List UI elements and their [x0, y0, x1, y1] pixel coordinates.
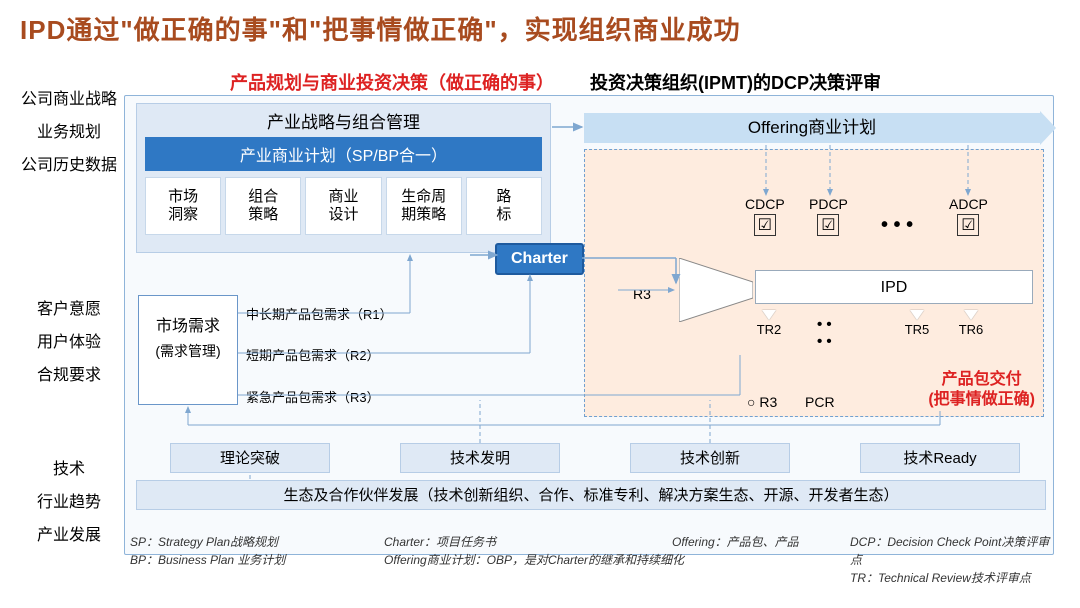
funnel-shape: [679, 258, 753, 322]
req-r2: 短期产品包需求（R2）: [246, 345, 380, 364]
dcp-cdcp: CDCP ☑: [745, 196, 785, 236]
tr-ellipsis: • •• •: [817, 316, 832, 350]
left-input-item: 产业发展: [20, 526, 118, 545]
tech-block: 技术发明: [400, 443, 560, 473]
r3-in-label: R3: [633, 286, 651, 302]
gloss-item: TR：Technical Review技术评审点: [850, 569, 1050, 587]
offering-arrow: Offering商业计划: [584, 113, 1040, 143]
left-input-item: 行业趋势: [20, 493, 118, 512]
left-input-item: 合规要求: [20, 366, 118, 385]
strategy-banner: 产业商业计划（SP/BP合一）: [145, 137, 542, 171]
dcp-adcp: ADCP ☑: [949, 196, 988, 236]
gloss-item: Offering：产品包、产品: [672, 533, 799, 551]
left-input-item: 用户体验: [20, 333, 118, 352]
req-r1: 中长期产品包需求（R1）: [246, 304, 393, 323]
ipd-delivery-box: CDCP ☑ PDCP ☑ • • • ADCP ☑ IPD TR2 • •• …: [584, 149, 1044, 417]
gloss-item: SP：Strategy Plan战略规划: [130, 533, 285, 551]
delivery-caption: 产品包交付 (把事情做正确): [928, 370, 1035, 410]
tr-item: TR2: [749, 310, 789, 337]
tech-block: 理论突破: [170, 443, 330, 473]
gloss-item: BP：Business Plan 业务计划: [130, 551, 285, 569]
header-left-red: 产品规划与商业投资决策（做正确的事）: [230, 69, 554, 95]
strategy-cell: 路 标: [466, 177, 542, 235]
strategy-cell: 商业 设计: [305, 177, 381, 235]
req-r3: 紧急产品包需求（R3）: [246, 387, 380, 406]
ecosystem-bar: 生态及合作伙伴发展（技术创新组织、合作、标准专利、解决方案生态、开源、开发者生态…: [136, 480, 1046, 510]
left-input-item: 公司商业战略: [20, 90, 118, 109]
strategy-title: 产业战略与组合管理: [137, 104, 550, 137]
ipd-bar: IPD: [755, 270, 1033, 304]
tr-item: TR6: [951, 310, 991, 337]
tech-block: 技术创新: [630, 443, 790, 473]
left-input-item: 业务规划: [20, 123, 118, 142]
diagram-canvas: 产品规划与商业投资决策（做正确的事） 投资决策组织(IPMT)的DCP决策评审 …: [20, 55, 1060, 595]
left-inputs: 公司商业战略 业务规划 公司历史数据 客户意愿 用户体验 合规要求 技术 行业趋…: [20, 90, 118, 560]
strategy-box: 产业战略与组合管理 产业商业计划（SP/BP合一） 市场 洞察 组合 策略 商业…: [136, 103, 551, 253]
left-input-item: 客户意愿: [20, 300, 118, 319]
requirement-box: 市场需求 (需求管理): [138, 295, 238, 405]
left-input-item: 公司历史数据: [20, 156, 118, 175]
strategy-cell: 组合 策略: [225, 177, 301, 235]
strategy-cell: 生命周 期策略: [386, 177, 462, 235]
pcr-label: PCR: [805, 394, 835, 410]
left-input-item: 技术: [20, 460, 118, 479]
strategy-cell: 市场 洞察: [145, 177, 221, 235]
dcp-ellipsis: • • •: [881, 214, 913, 237]
tr-item: TR5: [897, 310, 937, 337]
gloss-item: DCP：Decision Check Point决策评审点: [850, 533, 1050, 569]
req-sub: (需求管理): [139, 340, 237, 362]
gloss-item: Offering商业计划：OBP，是对Charter的继承和持续细化: [384, 551, 684, 569]
tech-block: 技术Ready: [860, 443, 1020, 473]
page-title: IPD通过"做正确的事"和"把事情做正确"，实现组织商业成功: [0, 0, 1080, 53]
r3-out-label: ○ R3: [747, 394, 777, 410]
header-right-black: 投资决策组织(IPMT)的DCP决策评审: [590, 69, 881, 95]
gloss-item: Charter：项目任务书: [384, 533, 684, 551]
req-title: 市场需求: [139, 314, 237, 340]
dcp-pdcp: PDCP ☑: [809, 196, 848, 236]
charter-block: Charter: [495, 243, 584, 275]
offering-label: Offering商业计划: [584, 113, 1040, 143]
